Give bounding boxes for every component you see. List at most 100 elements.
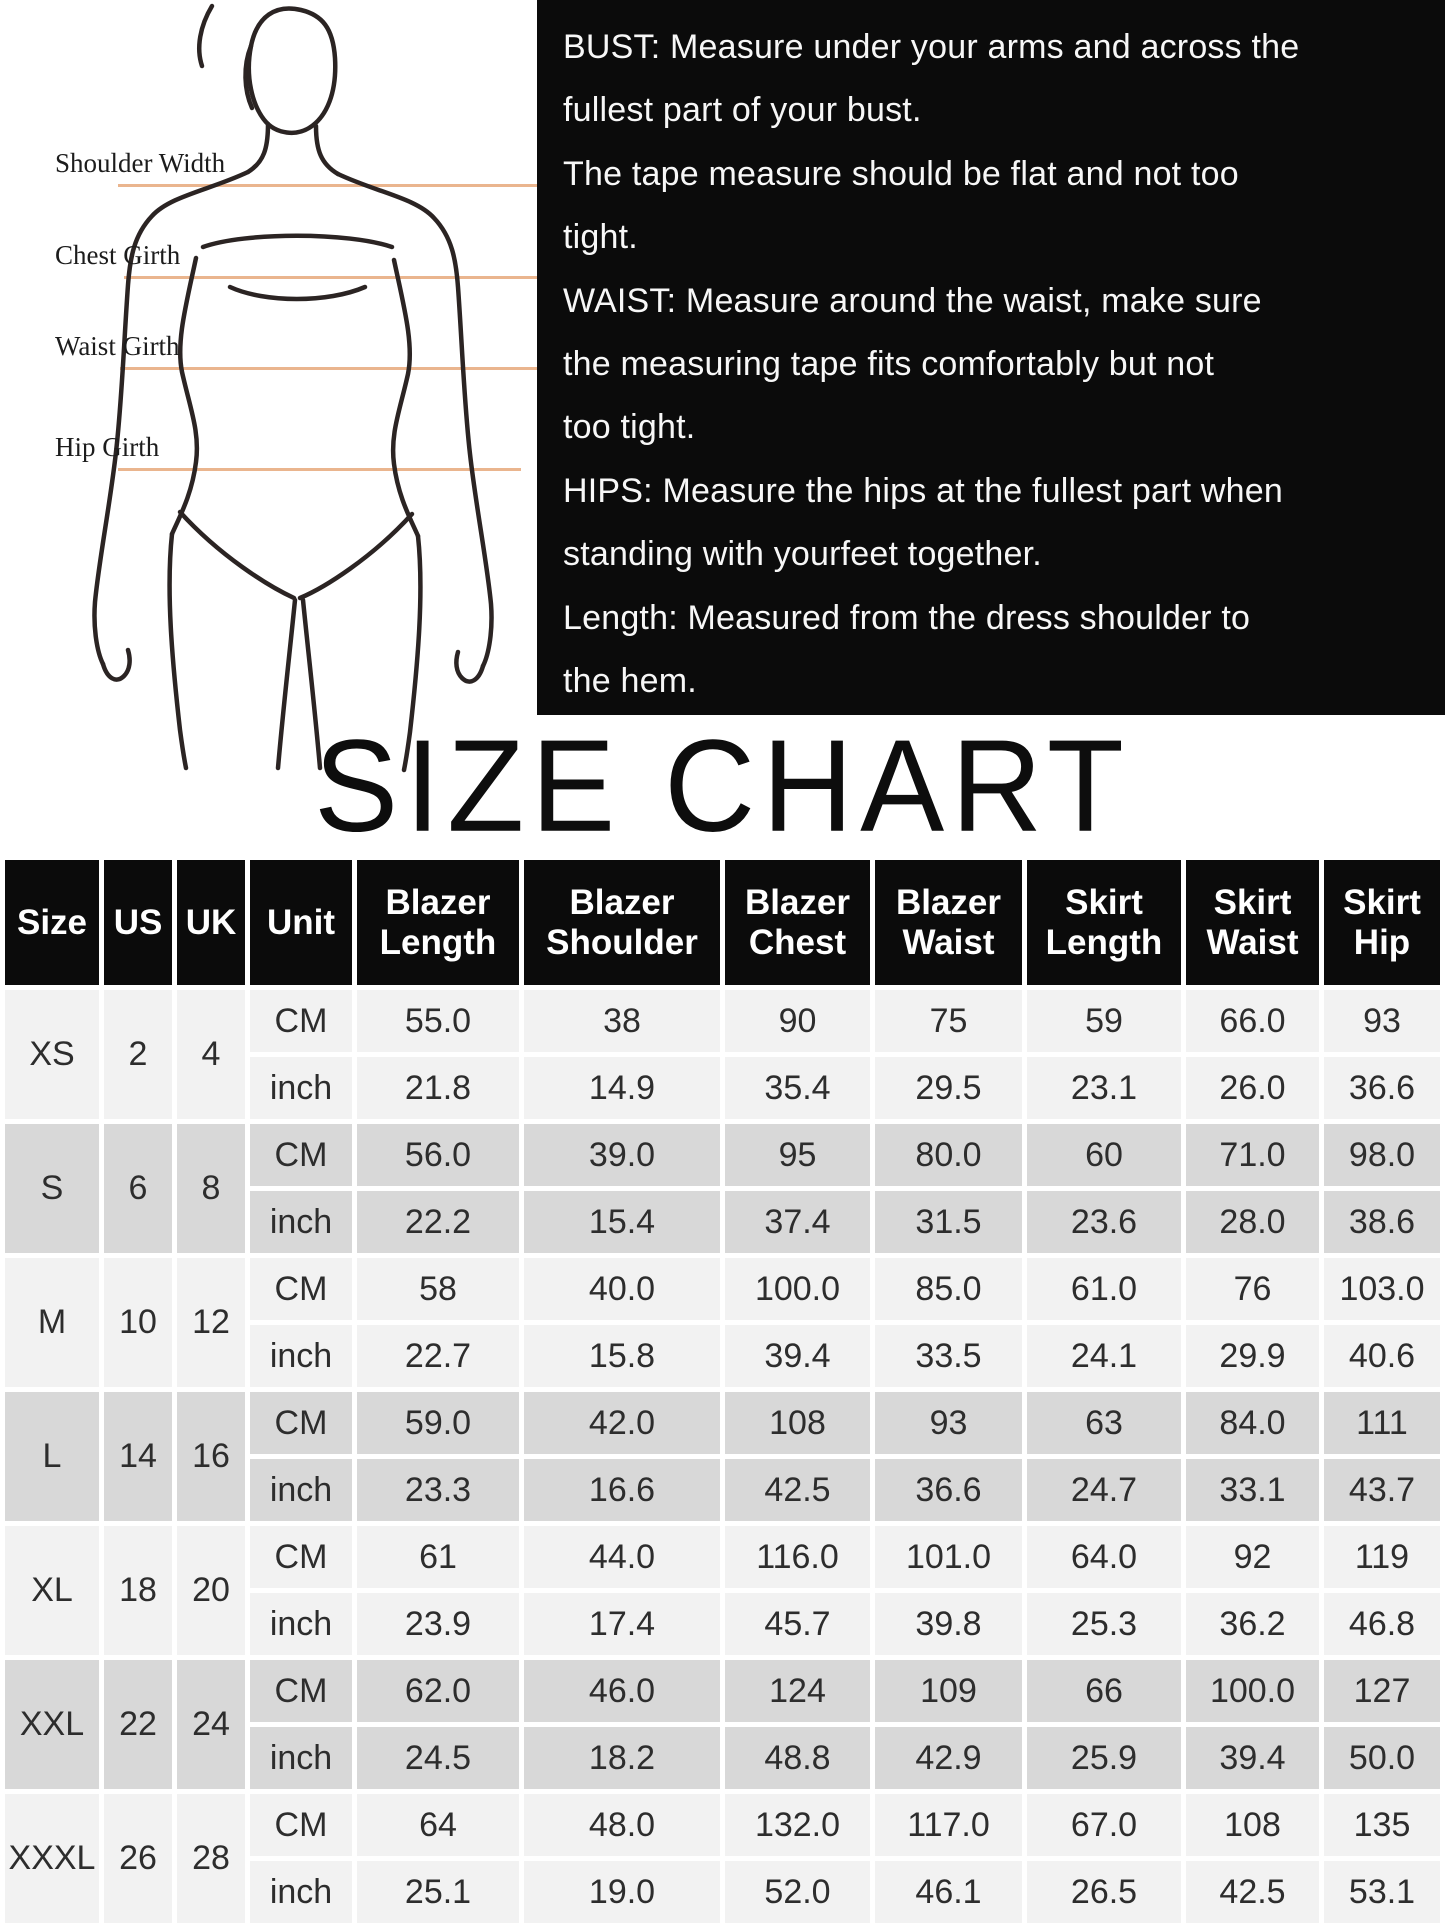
instruction-line: standing with yourfeet together. [563,535,1042,574]
value-cell: 84.0 [1186,1392,1319,1454]
value-cell: 40.6 [1324,1325,1440,1387]
us-cell: 26 [104,1794,172,1923]
hip-girth-label: Hip Girth [55,432,160,462]
value-cell: 19.0 [524,1861,720,1923]
header-cell: Skirt Waist [1186,860,1319,985]
value-cell: 80.0 [875,1124,1022,1186]
value-cell: 42.5 [725,1459,870,1521]
value-cell: 38.6 [1324,1191,1440,1253]
value-cell: 109 [875,1660,1022,1722]
value-cell: 64 [357,1794,519,1856]
unit-cell: inch [250,1191,352,1253]
uk-cell: 4 [177,990,245,1119]
chest-girth-label: Chest Girth [55,240,181,270]
measurement-guide-section: Shoulder Width Chest Girth Waist Girth H… [0,0,1445,773]
value-cell: 76 [1186,1258,1319,1320]
unit-cell: CM [250,1660,352,1722]
value-cell: 60 [1027,1124,1181,1186]
unit-cell: inch [250,1459,352,1521]
value-cell: 132.0 [725,1794,870,1856]
value-cell: 55.0 [357,990,519,1052]
unit-cell: CM [250,990,352,1052]
value-cell: 119 [1324,1526,1440,1588]
uk-cell: 24 [177,1660,245,1789]
instruction-line: fullest part of your bust. [563,91,922,130]
value-cell: 53.1 [1324,1861,1440,1923]
unit-cell: inch [250,1325,352,1387]
value-cell: 36.6 [875,1459,1022,1521]
value-cell: 15.8 [524,1325,720,1387]
us-cell: 10 [104,1258,172,1387]
value-cell: 66 [1027,1660,1181,1722]
value-cell: 42.0 [524,1392,720,1454]
value-cell: 43.7 [1324,1459,1440,1521]
us-cell: 2 [104,990,172,1119]
value-cell: 18.2 [524,1727,720,1789]
value-cell: 95 [725,1124,870,1186]
value-cell: 61 [357,1526,519,1588]
unit-cell: CM [250,1392,352,1454]
value-cell: 64.0 [1027,1526,1181,1588]
value-cell: 45.7 [725,1593,870,1655]
value-cell: 117.0 [875,1794,1022,1856]
chest-measure-line [124,276,537,279]
body-figure-drawing [92,3,494,773]
value-cell: 40.0 [524,1258,720,1320]
value-cell: 75 [875,990,1022,1052]
header-cell: Blazer Chest [725,860,870,985]
value-cell: 127 [1324,1660,1440,1722]
header-cell: US [104,860,172,985]
value-cell: 116.0 [725,1526,870,1588]
value-cell: 52.0 [725,1861,870,1923]
waist-measure-line [120,367,537,370]
size-chart-table: Size US UK Unit Blazer Length Blazer Shoulder… [0,855,1445,1927]
value-cell: 25.9 [1027,1727,1181,1789]
unit-cell: CM [250,1258,352,1320]
uk-cell: 20 [177,1526,245,1655]
value-cell: 63 [1027,1392,1181,1454]
instruction-line: tight. [563,218,638,257]
waist-girth-label: Waist Girth [55,331,180,361]
value-cell: 38 [524,990,720,1052]
value-cell: 100.0 [725,1258,870,1320]
us-cell: 6 [104,1124,172,1253]
value-cell: 24.5 [357,1727,519,1789]
value-cell: 50.0 [1324,1727,1440,1789]
value-cell: 39.4 [1186,1727,1319,1789]
value-cell: 124 [725,1660,870,1722]
us-cell: 18 [104,1526,172,1655]
value-cell: 33.1 [1186,1459,1319,1521]
value-cell: 46.0 [524,1660,720,1722]
size-cell: XXXL [5,1794,99,1923]
shoulder-width-label: Shoulder Width [55,148,226,178]
header-cell: UK [177,860,245,985]
value-cell: 17.4 [524,1593,720,1655]
value-cell: 48.8 [725,1727,870,1789]
value-cell: 25.1 [357,1861,519,1923]
unit-cell: inch [250,1593,352,1655]
instruction-line: the hem. [563,662,697,701]
value-cell: 111 [1324,1392,1440,1454]
value-cell: 23.1 [1027,1057,1181,1119]
value-cell: 24.1 [1027,1325,1181,1387]
header-cell: Size [5,860,99,985]
value-cell: 101.0 [875,1526,1022,1588]
value-cell: 36.2 [1186,1593,1319,1655]
value-cell: 100.0 [1186,1660,1319,1722]
us-cell: 14 [104,1392,172,1521]
value-cell: 23.3 [357,1459,519,1521]
instruction-line: the measuring tape fits comfortably but … [563,345,1215,384]
value-cell: 59.0 [357,1392,519,1454]
instruction-line: Length: Measured from the dress shoulder… [563,598,1251,637]
unit-cell: inch [250,1861,352,1923]
uk-cell: 8 [177,1124,245,1253]
value-cell: 56.0 [357,1124,519,1186]
value-cell: 48.0 [524,1794,720,1856]
unit-cell: inch [250,1727,352,1789]
value-cell: 14.9 [524,1057,720,1119]
value-cell: 98.0 [1324,1124,1440,1186]
unit-cell: inch [250,1057,352,1119]
unit-cell: CM [250,1124,352,1186]
header-cell: Unit [250,860,352,985]
size-cell: XS [5,990,99,1119]
